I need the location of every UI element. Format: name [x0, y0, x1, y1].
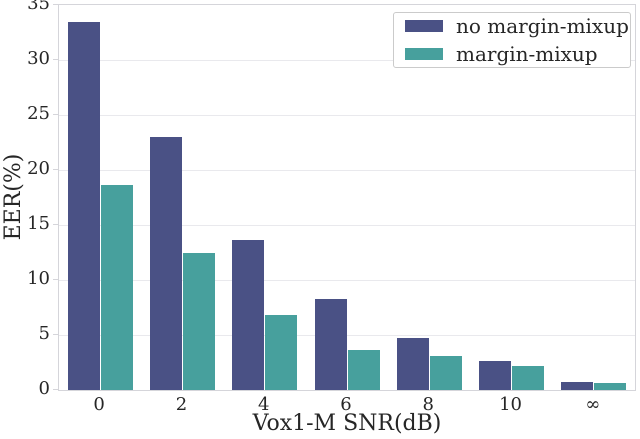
y-axis-label: EER(%) [1, 153, 26, 241]
y-tick-label: 20 [27, 158, 50, 179]
y-tick-label: 10 [27, 268, 50, 289]
bar-margin-mixup-x10 [512, 365, 545, 390]
y-tick-label: 25 [27, 103, 50, 124]
bar-margin-mixup-x2 [182, 252, 215, 390]
y-tick-mark [53, 279, 58, 280]
x-axis-label: Vox1-M SNR(dB) [252, 411, 442, 436]
y-tick-mark [53, 169, 58, 170]
bar-margin-mixup-x4 [265, 315, 298, 390]
bar-margin-mixup-x0 [100, 185, 133, 390]
legend-label: no margin-mixup [456, 14, 629, 38]
y-tick-label: 15 [27, 213, 50, 234]
legend-label: margin-mixup [456, 42, 598, 66]
bar-margin-mixup-x8 [429, 355, 462, 390]
x-tick-label: 0 [93, 394, 105, 415]
y-tick-mark [53, 59, 58, 60]
y-tick-label: 30 [27, 48, 50, 69]
x-tick-label: ∞ [585, 394, 601, 415]
legend-swatch-margin-mixup [405, 48, 443, 60]
x-tick-label: 8 [422, 394, 434, 415]
bar-no-margin-mixup-x0 [67, 21, 100, 390]
y-tick-mark [53, 114, 58, 115]
bar-margin-mixup-x6 [347, 350, 380, 390]
y-tick-mark [53, 224, 58, 225]
gridline [59, 225, 635, 226]
x-tick-label: 4 [257, 394, 270, 415]
legend-item-margin-mixup: margin-mixup [405, 43, 620, 65]
y-tick-label: 35 [27, 0, 50, 14]
bar-no-margin-mixup-x∞ [561, 382, 594, 390]
plot-area [58, 4, 636, 391]
legend-swatch-no-margin-mixup [405, 20, 443, 32]
y-tick-mark [53, 389, 58, 390]
bar-no-margin-mixup-x4 [232, 240, 265, 390]
y-tick-label: 0 [38, 378, 50, 399]
gridline [59, 115, 635, 116]
legend: no margin-mixup margin-mixup [393, 12, 631, 68]
x-tick-label: 10 [499, 394, 523, 415]
bar-no-margin-mixup-x2 [149, 137, 182, 390]
gridline [59, 60, 635, 61]
y-tick-mark [53, 334, 58, 335]
y-tick-mark [53, 4, 58, 5]
legend-item-no-margin-mixup: no margin-mixup [405, 15, 629, 37]
bar-no-margin-mixup-x10 [479, 361, 512, 390]
bar-no-margin-mixup-x6 [314, 298, 347, 390]
gridline [59, 280, 635, 281]
bar-margin-mixup-x∞ [594, 383, 627, 390]
x-tick-label: 2 [175, 394, 188, 415]
y-tick-label: 5 [38, 323, 50, 344]
gridline [59, 170, 635, 171]
x-tick-label: 6 [340, 394, 352, 415]
bar-no-margin-mixup-x8 [396, 338, 429, 390]
gridline [59, 335, 635, 336]
